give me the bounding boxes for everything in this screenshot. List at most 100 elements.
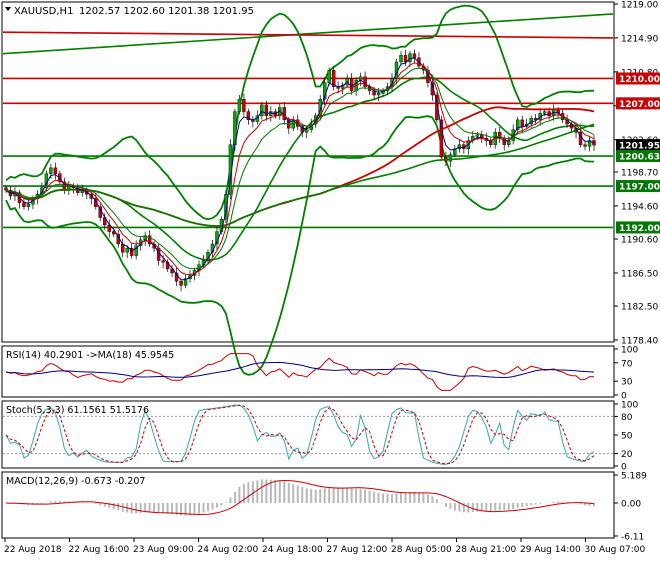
candle-body [260,104,264,116]
candle [260,102,264,120]
candle-body [183,278,188,286]
price-tick-label: 1198.70 [621,169,658,179]
candle-body [26,204,31,207]
candle-body [435,94,439,121]
candle-body [515,119,520,130]
time-tick-label: 28 Aug 05:00 [391,545,452,555]
candle [264,100,269,121]
price-tick-label: 1190.60 [621,236,658,246]
rsi-tick-label: 0 [621,392,627,402]
level-badge-label: 1192.00 [619,224,660,234]
bollinger-lower [5,115,595,376]
candle-body [453,148,457,155]
candle-body [94,198,98,207]
macd-label: MACD(12,26,9) -0.673 -0.207 [6,476,145,487]
candle [435,92,439,123]
candle [305,125,309,139]
candle [583,141,587,151]
candle [515,116,520,135]
candle [399,51,403,65]
level-badge-label: 1197.00 [619,183,660,193]
candle [53,162,58,180]
candle [331,66,336,91]
trendline-green [2,13,614,55]
level-badge [616,150,660,163]
candle-body [22,202,26,207]
candle [183,274,188,289]
candle-body [161,260,165,263]
macd-tick-label: -6.11 [621,533,644,543]
candle-body [112,231,116,235]
candle-body [475,134,479,137]
candle [439,115,444,161]
ma-slow-green [5,123,595,227]
candle-body [542,111,547,114]
candle-body [376,93,381,96]
candle-body [237,98,242,112]
candle [269,106,273,122]
time-tick-label: 22 Aug 16:00 [69,545,130,555]
candle-body [125,247,129,253]
candle [134,240,138,260]
stoch-tick-label: 20 [621,450,633,460]
price-tick-label: 1214.90 [621,34,658,44]
rsi-tick-label: 70 [621,359,633,369]
price-tick-label: 1194.60 [621,202,658,212]
candle [453,144,457,158]
bollinger-upper [5,4,595,221]
trendline-red [2,31,614,39]
candle [242,93,246,116]
ohlc-readout: 1202.57 1202.60 1201.38 1201.95 [79,6,254,17]
stoch-tick-label: 0 [621,463,627,473]
macd-panel-frame [1,471,615,539]
ma-fast-red [5,62,595,276]
price-tick-label: 1219.00 [621,1,658,11]
candle-body [300,126,304,133]
rsi-line [5,353,595,391]
time-tick-label: 24 Aug 02:00 [198,545,259,555]
time-tick-label: 22 Aug 2018 [4,545,62,555]
candle-body [179,281,183,286]
symbol-label: XAUUSD,H1 [14,6,73,17]
candle-body [129,247,134,256]
level-badge-label: 1201.95 [619,142,660,152]
time-tick-label: 24 Aug 18:00 [262,545,323,555]
price-tick-label: 1182.50 [621,303,658,313]
stoch-tick-label: 80 [621,413,633,423]
candle [237,95,242,115]
candle-body [269,111,273,116]
candle-body [134,245,138,256]
candle [147,230,152,247]
candle [340,82,345,95]
rsi-ma-line [5,361,595,379]
candle-body [520,119,524,127]
stoch-label: Stoch(5,3,3) 61.1561 51.5176 [6,405,149,416]
stoch-k-line [5,404,595,465]
price-tick-label: 1186.50 [621,269,658,279]
time-tick-label: 23 Aug 09:00 [133,545,194,555]
candle-body [331,70,336,87]
level-badge [616,97,660,110]
level-badge [616,221,660,234]
candle-body [224,194,228,220]
candle-body [246,111,251,121]
level-badge [616,72,660,85]
level-badge [616,180,660,193]
stoch-d-line [5,404,595,465]
time-tick-label: 29 Aug 14:00 [520,545,581,555]
time-tick-label: 28 Aug 21:00 [456,545,517,555]
time-tick-label: 30 Aug 07:00 [585,545,646,555]
candle [327,67,331,86]
candle-body [448,154,453,162]
candle-body [327,70,331,83]
level-badge-label: 1207.00 [619,100,660,110]
level-badge-label: 1210.00 [619,75,660,85]
rsi-tick-label: 30 [621,378,633,388]
stoch-tick-label: 50 [621,432,633,442]
rsi-panel-frame [1,345,615,398]
macd-tick-label: 0.00 [621,500,641,510]
candle-body [305,129,309,133]
time-tick-label: 27 Aug 12:00 [327,545,388,555]
